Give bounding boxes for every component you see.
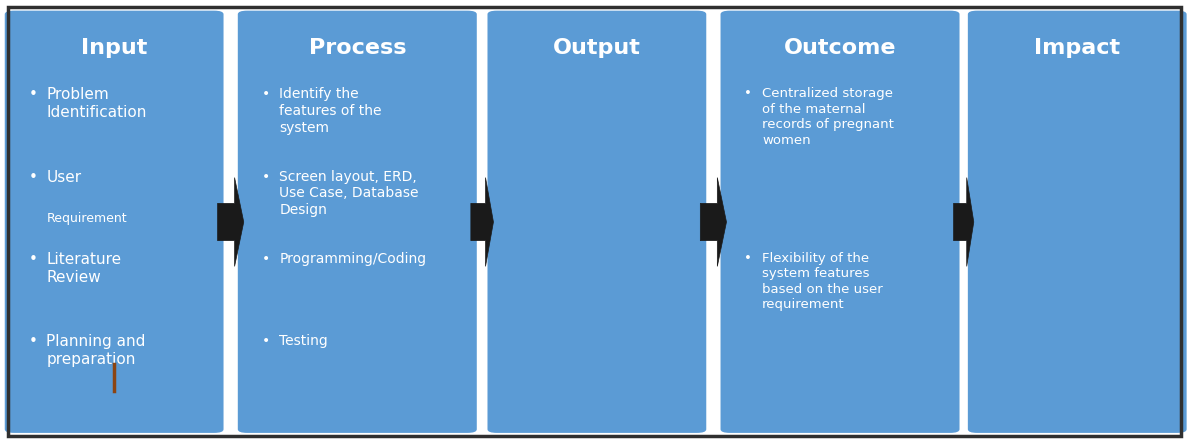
Text: •: •	[29, 170, 37, 185]
Text: Process: Process	[308, 37, 407, 58]
Text: Screen layout, ERD,
Use Case, Database
Design: Screen layout, ERD, Use Case, Database D…	[279, 170, 419, 217]
Polygon shape	[954, 178, 974, 266]
Text: Input: Input	[81, 37, 147, 58]
Text: Centralized storage
of the maternal
records of pregnant
women: Centralized storage of the maternal reco…	[762, 87, 894, 147]
Text: Literature
Review: Literature Review	[46, 252, 121, 285]
Text: Impact: Impact	[1034, 37, 1120, 58]
Text: Output: Output	[553, 37, 641, 58]
Text: •: •	[262, 252, 270, 266]
FancyBboxPatch shape	[487, 11, 706, 433]
Text: •: •	[262, 170, 270, 184]
Text: •: •	[744, 252, 753, 265]
Text: User: User	[46, 170, 82, 202]
Text: Testing: Testing	[279, 334, 328, 348]
FancyBboxPatch shape	[238, 11, 477, 433]
FancyBboxPatch shape	[721, 11, 960, 433]
Polygon shape	[700, 178, 726, 266]
Text: •: •	[262, 87, 270, 102]
Text: •: •	[744, 87, 753, 100]
Text: Outcome: Outcome	[784, 37, 897, 58]
Text: •: •	[29, 87, 37, 103]
Text: Problem
Identification: Problem Identification	[46, 87, 146, 120]
Text: Requirement: Requirement	[46, 212, 127, 225]
Text: Programming/Coding: Programming/Coding	[279, 252, 427, 266]
Polygon shape	[471, 178, 493, 266]
Text: Identify the
features of the
system: Identify the features of the system	[279, 87, 382, 135]
Text: Flexibility of the
system features
based on the user
requirement: Flexibility of the system features based…	[762, 252, 883, 311]
FancyBboxPatch shape	[968, 11, 1187, 433]
Polygon shape	[218, 178, 244, 266]
Text: •: •	[29, 252, 37, 267]
Text: •: •	[262, 334, 270, 348]
FancyBboxPatch shape	[5, 11, 224, 433]
Text: •: •	[29, 334, 37, 349]
Text: Planning and
preparation: Planning and preparation	[46, 334, 146, 367]
